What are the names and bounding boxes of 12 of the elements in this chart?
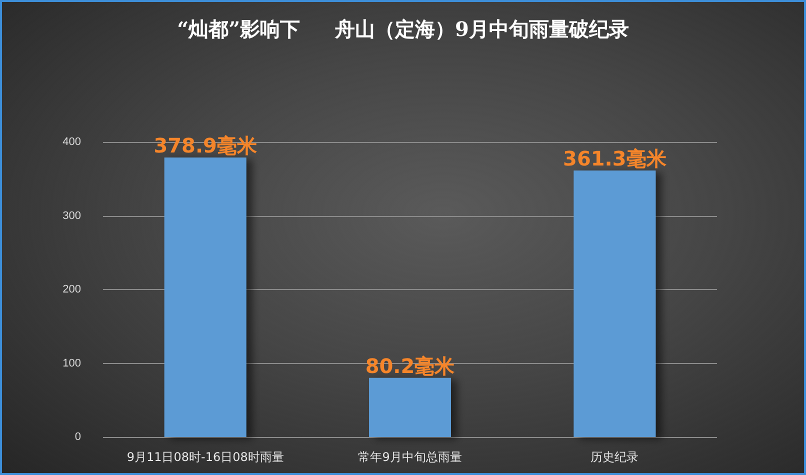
x-tick-label: 常年9月中旬总雨量 bbox=[358, 450, 462, 464]
chart-title: “灿都”影响下 舟山（定海）9月中旬雨量破纪录 bbox=[177, 17, 629, 41]
x-tick-label: 历史纪录 bbox=[590, 450, 639, 464]
y-tick-label: 100 bbox=[62, 357, 81, 370]
y-tick-label: 300 bbox=[62, 210, 81, 222]
data-label: 361.3毫米 bbox=[563, 146, 668, 171]
y-tick-label: 200 bbox=[62, 284, 81, 296]
data-label: 378.9毫米 bbox=[154, 134, 258, 158]
y-tick-label: 400 bbox=[62, 136, 81, 148]
data-label: 80.2毫米 bbox=[365, 354, 456, 378]
y-tick-label: 0 bbox=[74, 431, 81, 443]
x-tick-label: 9月11日08时-16日08时雨量 bbox=[126, 450, 284, 464]
